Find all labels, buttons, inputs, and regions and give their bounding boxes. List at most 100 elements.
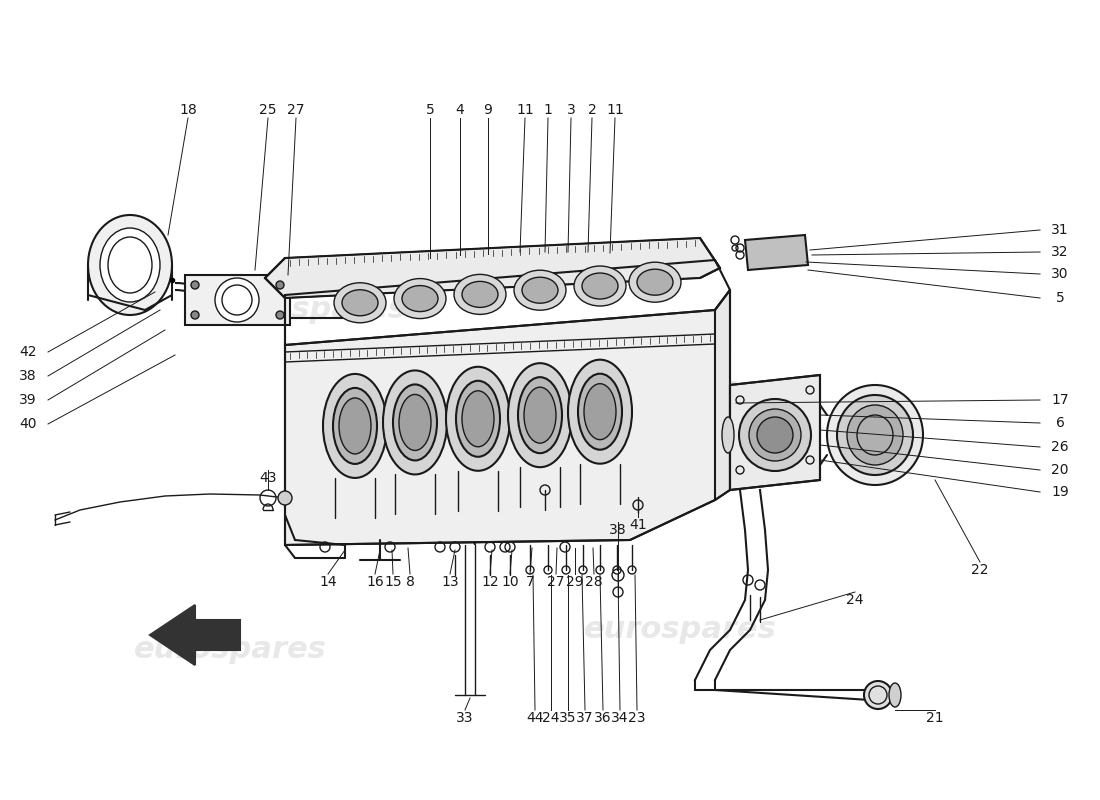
Polygon shape bbox=[745, 235, 808, 270]
Text: 30: 30 bbox=[1052, 267, 1069, 281]
Polygon shape bbox=[185, 275, 290, 325]
Text: 18: 18 bbox=[179, 103, 197, 117]
Text: 39: 39 bbox=[19, 393, 36, 407]
Text: 3: 3 bbox=[566, 103, 575, 117]
Ellipse shape bbox=[333, 388, 377, 464]
Ellipse shape bbox=[524, 387, 556, 443]
Polygon shape bbox=[715, 290, 730, 500]
Ellipse shape bbox=[402, 286, 438, 311]
Ellipse shape bbox=[334, 282, 386, 322]
Circle shape bbox=[276, 281, 284, 289]
Circle shape bbox=[864, 681, 892, 709]
Text: 9: 9 bbox=[484, 103, 493, 117]
Ellipse shape bbox=[722, 417, 734, 453]
Ellipse shape bbox=[339, 398, 371, 454]
Text: 2: 2 bbox=[587, 103, 596, 117]
Circle shape bbox=[278, 491, 292, 505]
Text: eurospares: eurospares bbox=[213, 295, 406, 325]
Text: 21: 21 bbox=[926, 711, 944, 725]
Text: 28: 28 bbox=[585, 575, 603, 589]
Text: 27: 27 bbox=[548, 575, 564, 589]
Text: 34: 34 bbox=[612, 711, 629, 725]
Text: 38: 38 bbox=[19, 369, 36, 383]
Ellipse shape bbox=[399, 394, 431, 450]
Polygon shape bbox=[285, 310, 730, 545]
Text: 16: 16 bbox=[366, 575, 384, 589]
Ellipse shape bbox=[568, 360, 632, 464]
Ellipse shape bbox=[578, 374, 621, 450]
Text: 32: 32 bbox=[1052, 245, 1069, 259]
Polygon shape bbox=[730, 375, 820, 490]
Text: eurospares: eurospares bbox=[133, 635, 327, 665]
Ellipse shape bbox=[518, 377, 562, 453]
Ellipse shape bbox=[574, 266, 626, 306]
Text: 11: 11 bbox=[606, 103, 624, 117]
Circle shape bbox=[276, 311, 284, 319]
Ellipse shape bbox=[749, 409, 801, 461]
Text: 43: 43 bbox=[260, 471, 277, 485]
Ellipse shape bbox=[739, 399, 811, 471]
Text: 4: 4 bbox=[455, 103, 464, 117]
Text: 20: 20 bbox=[1052, 463, 1069, 477]
Text: 22: 22 bbox=[971, 563, 989, 577]
Ellipse shape bbox=[462, 390, 494, 446]
Ellipse shape bbox=[88, 215, 172, 315]
Text: 29: 29 bbox=[566, 575, 584, 589]
Text: 24: 24 bbox=[542, 711, 560, 725]
Ellipse shape bbox=[514, 270, 566, 310]
Ellipse shape bbox=[837, 395, 913, 475]
Ellipse shape bbox=[889, 683, 901, 707]
Text: 15: 15 bbox=[384, 575, 402, 589]
Text: 26: 26 bbox=[1052, 440, 1069, 454]
Ellipse shape bbox=[214, 278, 258, 322]
Ellipse shape bbox=[847, 405, 903, 465]
Text: 27: 27 bbox=[287, 103, 305, 117]
Text: 10: 10 bbox=[502, 575, 519, 589]
Ellipse shape bbox=[342, 290, 378, 316]
Text: 35: 35 bbox=[559, 711, 576, 725]
Text: 17: 17 bbox=[1052, 393, 1069, 407]
Ellipse shape bbox=[454, 274, 506, 314]
Ellipse shape bbox=[394, 278, 446, 318]
Ellipse shape bbox=[383, 370, 447, 474]
Ellipse shape bbox=[637, 269, 673, 295]
Ellipse shape bbox=[584, 384, 616, 440]
Ellipse shape bbox=[582, 273, 618, 299]
Text: 33: 33 bbox=[456, 711, 474, 725]
Ellipse shape bbox=[522, 278, 558, 303]
Text: 13: 13 bbox=[441, 575, 459, 589]
Ellipse shape bbox=[393, 385, 437, 461]
Text: 37: 37 bbox=[576, 711, 594, 725]
Text: 5: 5 bbox=[426, 103, 434, 117]
Text: eurospares: eurospares bbox=[584, 615, 777, 645]
Text: 7: 7 bbox=[526, 575, 535, 589]
Ellipse shape bbox=[827, 385, 923, 485]
Ellipse shape bbox=[757, 417, 793, 453]
Text: 6: 6 bbox=[1056, 416, 1065, 430]
Text: 25: 25 bbox=[260, 103, 277, 117]
Text: 5: 5 bbox=[1056, 291, 1065, 305]
Text: 41: 41 bbox=[629, 518, 647, 532]
Text: 11: 11 bbox=[516, 103, 534, 117]
Ellipse shape bbox=[508, 363, 572, 467]
Text: 40: 40 bbox=[20, 417, 36, 431]
Text: 44: 44 bbox=[526, 711, 543, 725]
Text: 38: 38 bbox=[609, 523, 627, 537]
Polygon shape bbox=[265, 238, 720, 298]
Ellipse shape bbox=[323, 374, 387, 478]
Ellipse shape bbox=[446, 366, 510, 470]
Ellipse shape bbox=[100, 228, 160, 302]
Ellipse shape bbox=[462, 282, 498, 307]
Circle shape bbox=[191, 311, 199, 319]
Text: 12: 12 bbox=[481, 575, 498, 589]
Circle shape bbox=[191, 281, 199, 289]
Text: 23: 23 bbox=[628, 711, 646, 725]
Text: 1: 1 bbox=[543, 103, 552, 117]
Ellipse shape bbox=[456, 381, 501, 457]
Ellipse shape bbox=[629, 262, 681, 302]
Text: 31: 31 bbox=[1052, 223, 1069, 237]
Text: 42: 42 bbox=[20, 345, 36, 359]
Text: eurospares: eurospares bbox=[604, 375, 796, 405]
Text: 8: 8 bbox=[406, 575, 415, 589]
Polygon shape bbox=[150, 605, 240, 665]
